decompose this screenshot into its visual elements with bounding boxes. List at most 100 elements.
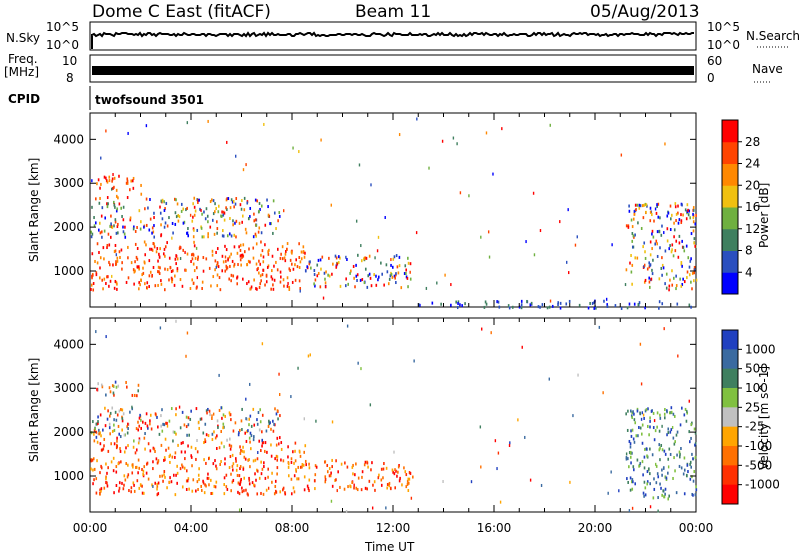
data-cell xyxy=(115,253,118,257)
data-cell xyxy=(197,257,199,261)
data-cell xyxy=(375,274,377,278)
data-cell xyxy=(247,429,249,433)
data-cell xyxy=(103,277,106,281)
data-cell xyxy=(304,444,307,448)
data-cell xyxy=(111,179,113,183)
data-cell xyxy=(307,486,310,490)
data-cell xyxy=(294,263,296,267)
data-cell xyxy=(631,478,634,482)
data-cell xyxy=(156,493,159,497)
data-cell xyxy=(646,482,649,486)
data-cell xyxy=(632,234,635,238)
data-cell xyxy=(152,446,155,450)
data-cell xyxy=(173,283,176,287)
data-cell xyxy=(101,206,104,210)
data-cell xyxy=(630,429,632,433)
data-cell xyxy=(249,215,251,219)
data-cell xyxy=(346,465,349,469)
data-cell xyxy=(664,408,666,412)
data-cell xyxy=(149,198,151,202)
data-cell xyxy=(269,222,271,226)
data-cell xyxy=(373,480,376,484)
data-cell xyxy=(255,478,257,482)
data-cell xyxy=(533,253,536,257)
data-cell xyxy=(223,483,226,487)
data-cell xyxy=(107,202,109,206)
data-cell xyxy=(258,271,260,275)
data-cell xyxy=(179,467,182,471)
data-cell xyxy=(107,275,109,279)
data-cell xyxy=(131,393,134,397)
data-cell xyxy=(339,284,342,288)
data-cell xyxy=(370,183,372,187)
data-cell xyxy=(291,262,293,266)
data-cell xyxy=(440,302,442,306)
data-cell xyxy=(480,235,482,239)
data-cell xyxy=(103,486,106,490)
data-cell xyxy=(398,479,401,483)
data-cell xyxy=(191,278,194,282)
data-cell xyxy=(254,458,257,462)
data-cell xyxy=(148,285,150,289)
data-cell xyxy=(239,203,242,207)
colorbar-tick-label: -500 xyxy=(745,458,772,472)
data-cell xyxy=(646,480,649,484)
nsky-right-tick-bottom: 10^0 xyxy=(707,38,740,52)
data-cell xyxy=(419,303,421,307)
data-cell xyxy=(131,407,134,411)
data-cell xyxy=(225,473,228,477)
data-cell xyxy=(633,468,635,472)
data-cell xyxy=(283,284,285,288)
data-cell xyxy=(559,220,561,224)
data-cell xyxy=(136,257,139,261)
data-cell xyxy=(245,163,247,167)
data-cell xyxy=(630,461,632,465)
data-cell xyxy=(105,281,107,285)
data-cell xyxy=(276,436,279,440)
data-cell xyxy=(212,275,215,279)
data-cell xyxy=(174,211,177,215)
data-cell xyxy=(636,458,639,462)
data-cell xyxy=(693,271,696,275)
data-cell xyxy=(344,284,347,288)
data-cell xyxy=(200,417,203,421)
data-cell xyxy=(654,207,657,211)
data-cell xyxy=(182,248,185,252)
data-cell xyxy=(230,252,232,256)
data-cell xyxy=(405,275,408,279)
data-cell xyxy=(325,270,327,274)
data-cell xyxy=(95,491,98,495)
data-cell xyxy=(638,426,640,430)
data-cell xyxy=(241,449,244,453)
data-cell xyxy=(109,390,112,394)
data-cell xyxy=(123,450,126,454)
data-cell xyxy=(690,280,692,284)
data-cell xyxy=(672,412,675,416)
data-cell xyxy=(141,484,143,488)
data-cell xyxy=(135,427,138,431)
data-cell xyxy=(667,465,670,469)
data-cell xyxy=(690,305,692,309)
colorbar-tick-label: 4 xyxy=(745,265,753,279)
data-cell xyxy=(142,469,145,473)
data-cell xyxy=(225,267,228,271)
data-cell xyxy=(669,278,671,282)
data-cell xyxy=(324,277,326,281)
data-cell xyxy=(231,259,234,263)
data-cell xyxy=(91,232,94,236)
data-cell xyxy=(106,481,108,485)
velocity-marks xyxy=(90,319,698,514)
data-cell xyxy=(120,248,123,252)
data-cell xyxy=(196,198,199,202)
data-cell xyxy=(169,266,172,270)
data-cell xyxy=(685,244,688,248)
data-cell xyxy=(256,492,259,496)
data-cell xyxy=(147,206,149,210)
data-cell xyxy=(692,220,695,224)
data-cell xyxy=(188,487,190,491)
data-cell xyxy=(99,431,101,435)
data-cell xyxy=(134,242,137,246)
data-cell xyxy=(294,278,297,282)
colorbar-swatch xyxy=(722,465,738,486)
